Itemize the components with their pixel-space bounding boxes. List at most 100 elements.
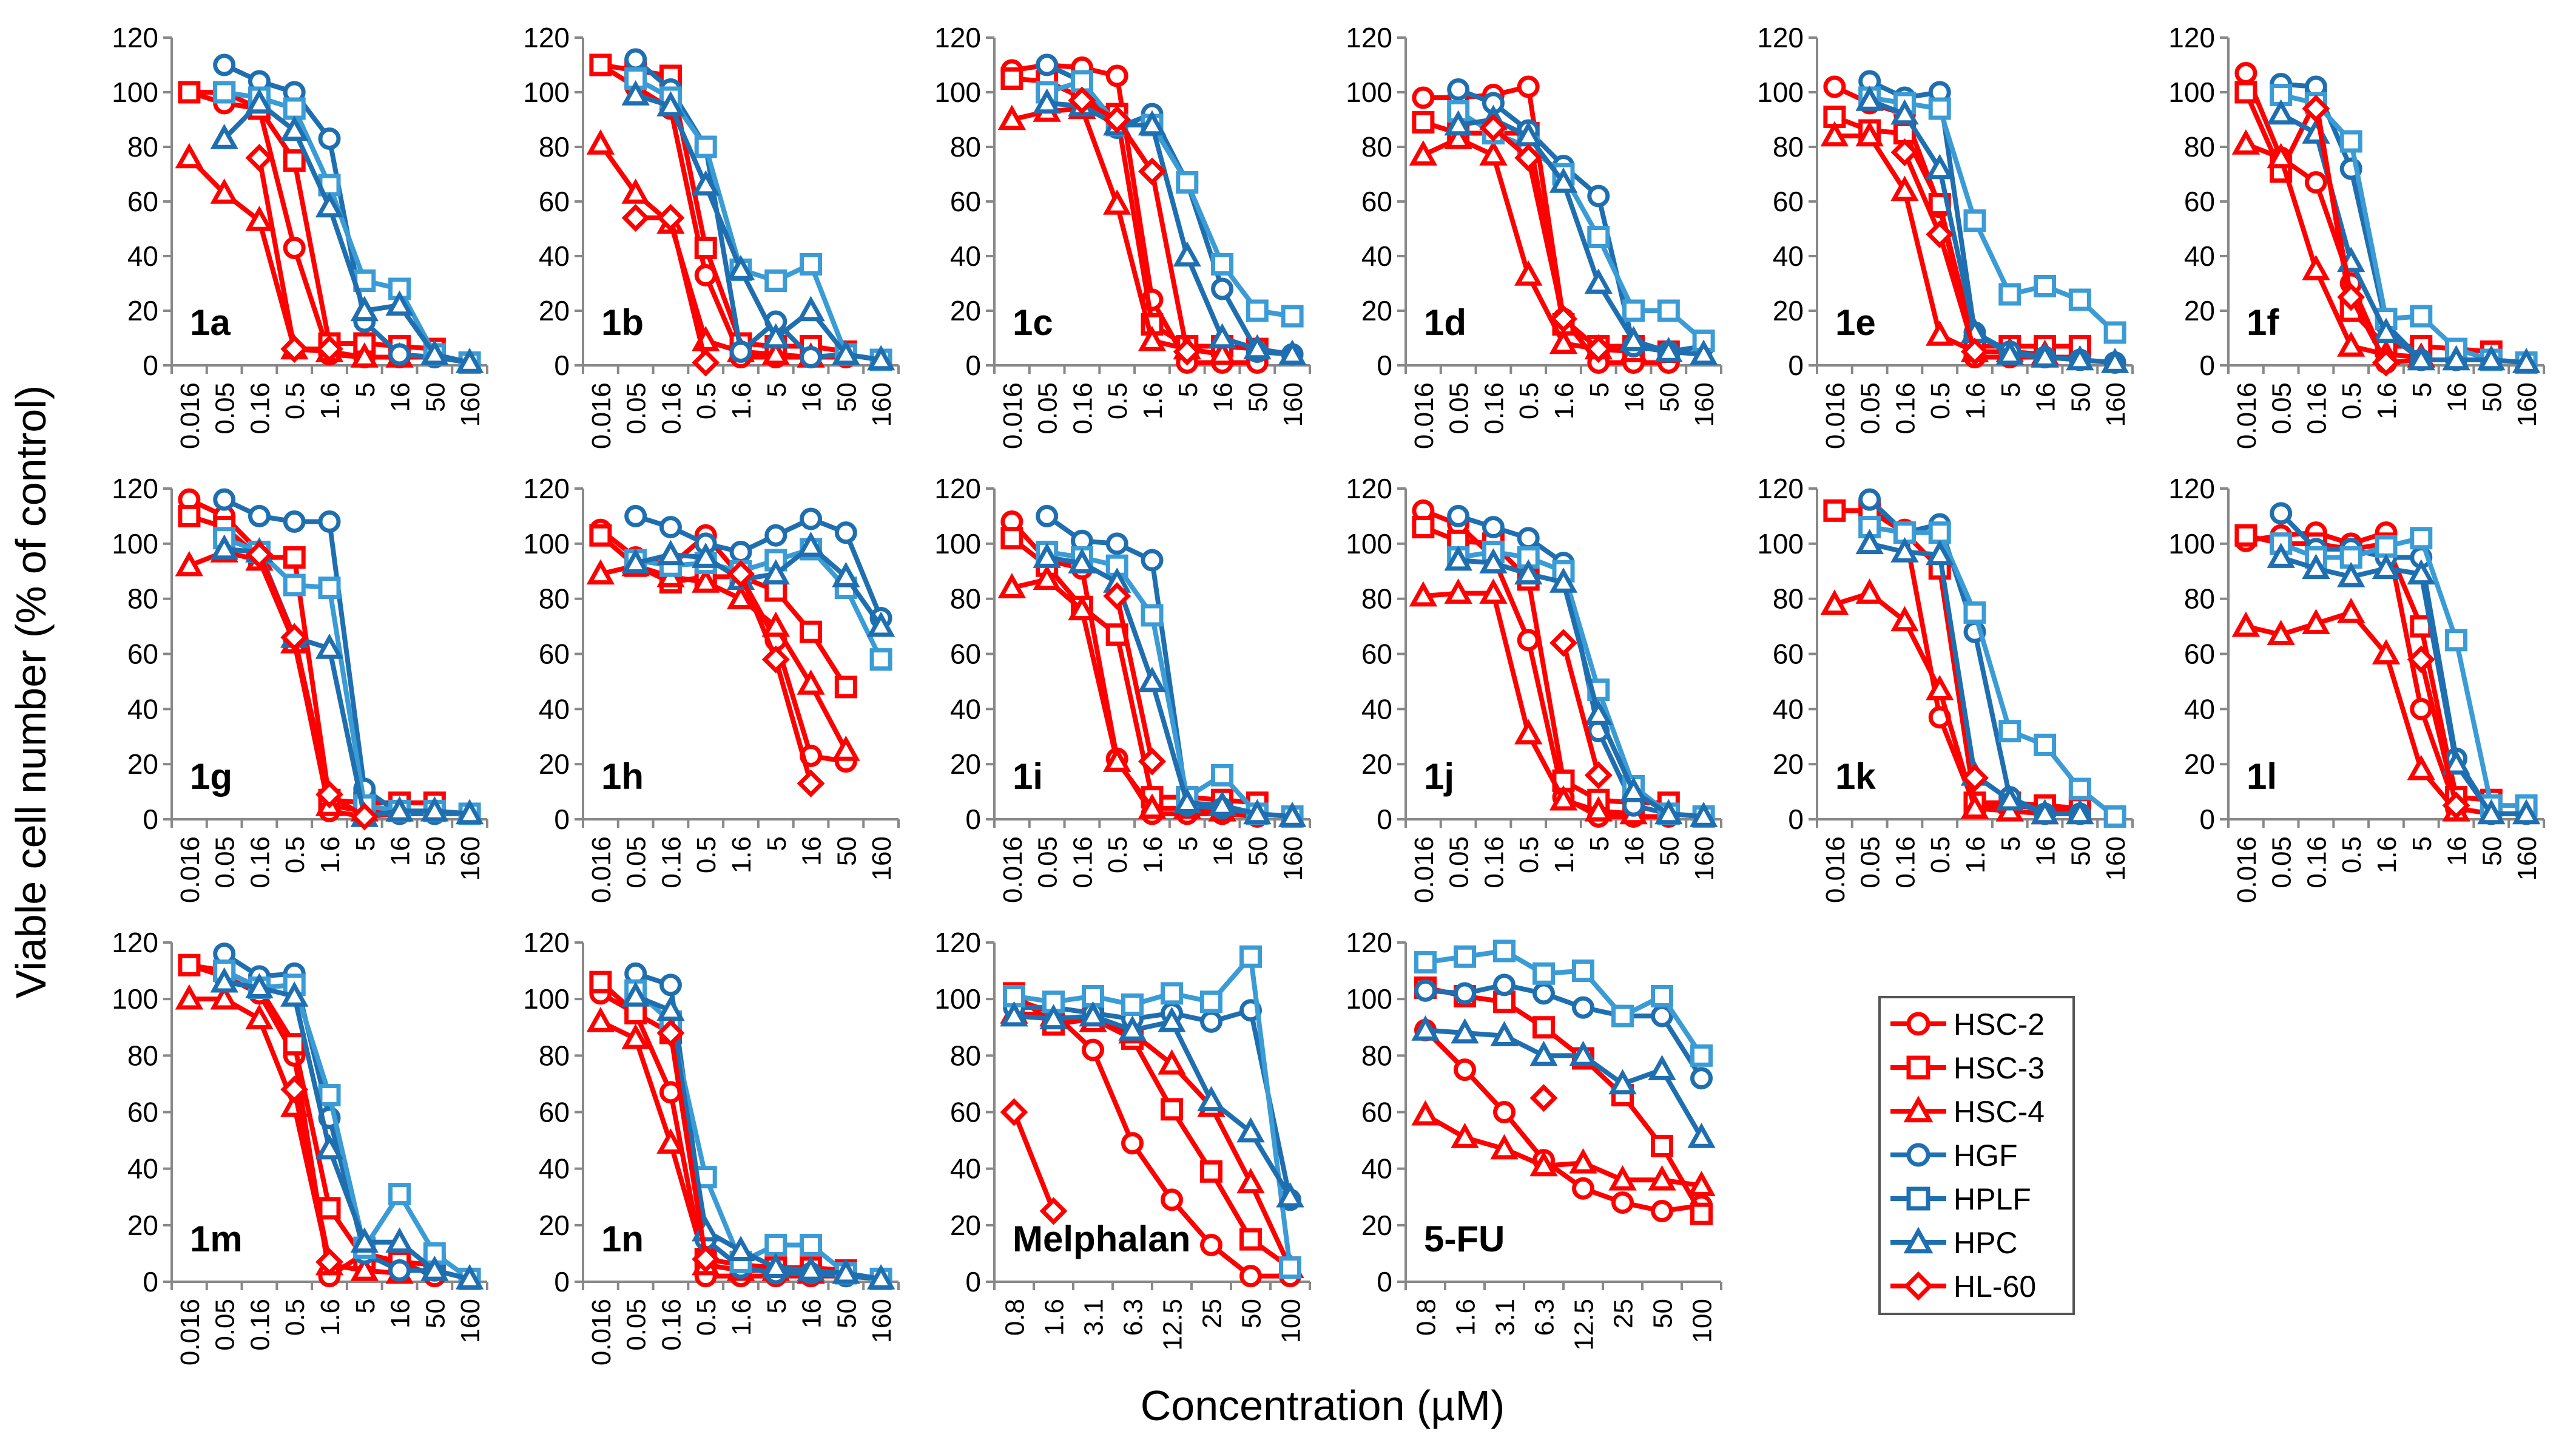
data-point (2512, 799, 2541, 825)
data-point (1572, 959, 1594, 983)
series-line (635, 92, 882, 362)
data-point (1121, 1132, 1144, 1155)
x-tick-label: 16 (797, 382, 827, 412)
data-point (2339, 130, 2362, 153)
data-point (586, 129, 615, 155)
x-tick-label: 0.16 (245, 382, 275, 435)
legend-item-hsc-2: HSC-2 (1890, 1007, 2045, 1041)
y-tick-label: 20 (2184, 295, 2215, 327)
x-tick-label: 50 (832, 1299, 861, 1328)
series-hplf (1447, 540, 1715, 828)
data-point (1890, 138, 1919, 166)
y-tick-label: 80 (1773, 583, 1804, 615)
data-point (1654, 799, 1683, 825)
data-point (420, 339, 449, 365)
series-hpc (1444, 545, 1718, 827)
series-hpc (1444, 104, 1718, 365)
data-point (388, 343, 411, 366)
series-hgf (213, 488, 481, 825)
data-point (1200, 990, 1222, 1014)
data-point (1208, 339, 1236, 365)
x-tick-label: 0.16 (1479, 836, 1509, 888)
data-point (2372, 553, 2401, 580)
x-tick-label: 50 (1648, 1299, 1678, 1328)
x-tick-label: 50 (1237, 1299, 1267, 1328)
data-point (2410, 697, 2433, 720)
y-tick-label: 0 (1377, 804, 1392, 835)
data-point (1243, 334, 1272, 360)
data-point (997, 104, 1027, 130)
data-point (832, 1258, 860, 1284)
panel-title: 1n (601, 1219, 644, 1259)
data-point (1532, 1016, 1555, 1039)
data-point (1619, 326, 1648, 351)
series-hl-60 (621, 204, 720, 377)
x-tick-label: 5 (2407, 836, 2437, 851)
data-point (1549, 629, 1577, 657)
data-point (869, 648, 892, 671)
x-tick-label: 160 (2101, 382, 2131, 427)
data-point (245, 206, 274, 231)
data-point (2337, 283, 2365, 311)
data-point (832, 736, 860, 761)
y-tick-label: 40 (2184, 240, 2215, 272)
data-point (1651, 1134, 1673, 1157)
data-point (656, 204, 685, 232)
data-point (280, 623, 309, 652)
data-point (350, 342, 379, 368)
data-point (2231, 611, 2261, 637)
data-point (385, 290, 414, 316)
data-point (1479, 548, 1508, 574)
x-tick-label: 0.5 (1103, 382, 1133, 419)
panel-title: 5-FU (1424, 1219, 1505, 1259)
data-point (350, 802, 379, 831)
data-point (315, 1248, 343, 1276)
data-point (1995, 339, 2024, 365)
data-point (1000, 67, 1023, 90)
data-point (1587, 226, 1610, 248)
x-tick-label: 50 (832, 382, 861, 412)
x-tick-label: 5 (2407, 382, 2437, 397)
x-tick-label: 0.5 (1926, 836, 1955, 873)
data-point (2407, 345, 2435, 371)
x-tick-label: 1.6 (1040, 1299, 1070, 1336)
y-tick-label: 120 (112, 473, 158, 504)
data-point (1611, 1004, 1634, 1027)
y-tick-label: 20 (1361, 748, 1392, 780)
data-point (1995, 785, 2024, 811)
x-tick-label: 1.6 (315, 382, 345, 419)
data-point (245, 144, 274, 172)
data-point (318, 127, 341, 150)
x-tick-label: 3.1 (1079, 1299, 1109, 1336)
data-point (1823, 75, 1846, 98)
y-axis-title: Viable cell number (% of control) (7, 385, 55, 998)
data-point (1890, 606, 1919, 632)
x-tick-label: 0.05 (622, 836, 652, 888)
x-tick-label: 0.016 (1821, 382, 1850, 449)
data-point (1068, 595, 1096, 621)
data-point (2407, 559, 2435, 585)
data-point (2267, 543, 2295, 568)
panel-title: 1a (190, 302, 231, 343)
legend-label: HSC-2 (1954, 1007, 2045, 1041)
y-tick-label: 120 (934, 927, 981, 958)
series-hplf (1414, 939, 1713, 1067)
data-point (1105, 64, 1128, 87)
data-point (315, 192, 344, 218)
y-tick-label: 100 (934, 528, 981, 560)
x-tick-label: 0.016 (2232, 382, 2262, 449)
data-point (1454, 982, 1476, 1005)
y-tick-label: 20 (127, 1210, 158, 1241)
data-point (1208, 790, 1236, 816)
y-tick-label: 120 (934, 22, 981, 53)
series-line (2280, 555, 2527, 816)
data-point (1208, 323, 1236, 349)
x-tick-label: 5 (1996, 382, 2026, 397)
y-tick-label: 40 (1773, 240, 1804, 272)
data-point (656, 540, 685, 566)
panel-title: 1e (1835, 302, 1876, 343)
y-tick-label: 40 (539, 693, 570, 725)
data-point (2031, 799, 2059, 825)
